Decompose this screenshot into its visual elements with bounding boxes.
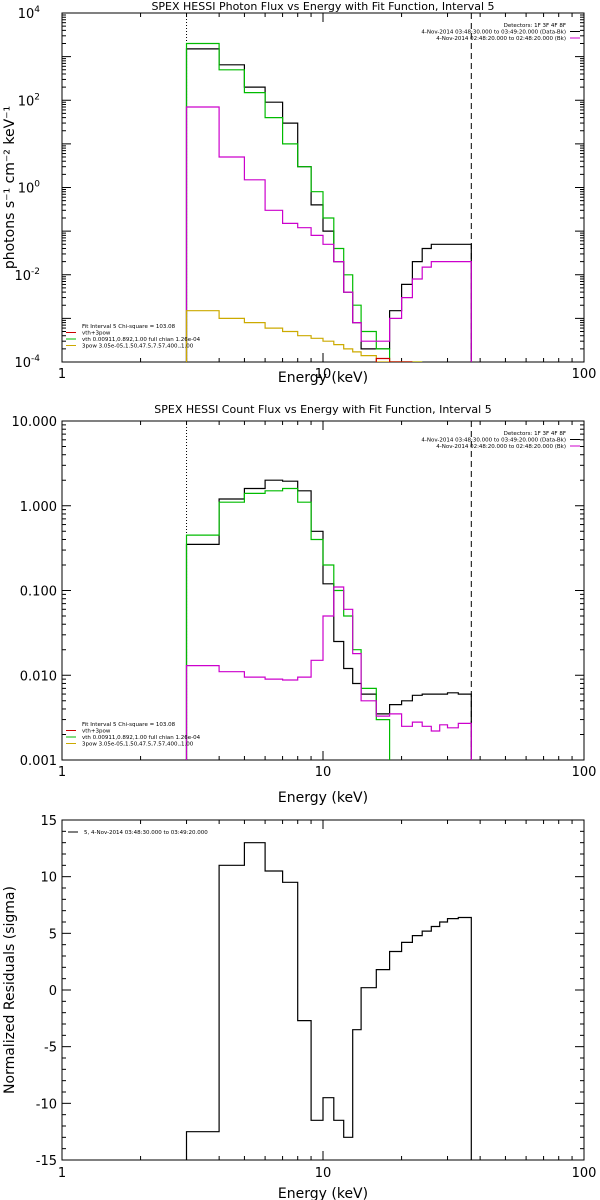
y-tick-label: 102 [18,92,40,109]
y-tick-label: -15 [36,1154,57,1169]
x-axis-label: Energy (keV) [278,1186,368,1200]
legend-entry: 3pow 3.05e-05,1.50,47.5,7.57,400.,1.00 [82,344,194,350]
legend-entry: 3pow 3.05e-05,1.50,47.5,7.57,400.,1.00 [82,742,194,748]
y-axis-label: photons s⁻¹ cm⁻² keV⁻¹ [2,106,18,269]
series-residuals-line [185,842,472,1160]
x-tick-label: 1 [58,1166,66,1181]
series-data-bk-line [185,479,472,760]
legend-entry: vth 0.00911,0.892,1.00 full chian 1.26e-… [82,735,201,741]
chart-panel-3: 1 10 100 Energy (keV) -15 -10 -5 0 5 10 15 Normaliz… [2,814,596,1200]
series-data-bk-line [185,48,472,362]
series-vth-3pow-red--line [375,357,413,362]
x-axis-label: Energy (keV) [278,790,368,806]
chart-panel-1: SPEX HESSI Photon Flux vs Energy with Fi… [2,0,596,386]
legend-entry: Detectors: 1F 3F 4F 8F [504,431,566,437]
y-axis-label: Normalized Residuals (sigma) [2,886,18,1094]
x-axis-label: Energy (keV) [278,370,368,386]
y-tick-label: -10 [36,1097,57,1112]
legend-entry: vth+3pow [82,729,111,735]
legend-entry: 4-Nov-2014 03:48:30.000 to 03:49:20.000 … [421,438,566,444]
y-tick-label: 104 [18,5,41,22]
legend-entry: Detectors: 1F 3F 4F 8F [504,23,566,29]
chart-title: SPEX HESSI Count Flux vs Energy with Fit… [154,403,491,416]
legend-entry: 4-Nov-2014 02:48:20.000 to 02:48:20.000 … [436,444,566,450]
x-tick-label: 1 [58,367,66,382]
y-tick-label: 10-4 [14,354,40,371]
legend-entry: vth 0.00911,0.892,1.00 full chian 1.26e-… [82,337,201,343]
series-vth-3pow-line [185,42,423,362]
legend-entry: 4-Nov-2014 03:48:30.000 to 03:49:20.000 … [421,30,566,36]
y-tick-label: 10-2 [14,267,40,284]
y-tick-label: 0.001 [20,754,57,769]
x-tick-label: 1 [58,765,66,780]
series-3pow-line [185,310,423,362]
x-tick-label: 100 [572,1166,597,1181]
x-tick-label: 10 [315,1166,332,1181]
legend-entry: 5, 4-Nov-2014 03:48:30.000 to 03:49:20.0… [84,830,208,836]
legend-entry: vth+3pow [82,331,111,337]
series-bk-line [185,586,472,760]
y-tick-label: 5 [49,927,57,942]
y-tick-label: 10 [40,871,57,886]
y-tick-label: -5 [44,1041,57,1056]
y-tick-label: 10.000 [12,415,58,430]
y-tick-label: 15 [40,814,57,829]
legend-entry: Fit Interval 5 Chi-square = 103.08 [82,324,176,330]
y-tick-label: 100 [18,180,41,197]
y-tick-label: 0.010 [20,669,57,684]
plot-frame [61,420,585,761]
x-tick-label: 10 [315,765,332,780]
series-vth-3pow-line [185,487,391,760]
x-tick-label: 100 [572,367,597,382]
x-tick-label: 10 [315,367,332,382]
series-bk-line [185,106,472,362]
legend-entry: 4-Nov-2014 02:48:20.000 to 02:48:20.000 … [436,36,566,42]
y-tick-label: 0.100 [20,585,57,600]
y-tick-label: 0 [49,984,57,999]
x-tick-label: 100 [572,765,597,780]
legend-entry: Fit Interval 5 Chi-square = 103.08 [82,722,176,728]
chart-title: SPEX HESSI Photon Flux vs Energy with Fi… [151,0,494,13]
plot-frame [61,12,585,363]
y-tick-label: 1.000 [20,500,57,515]
chart-panel-2: SPEX HESSI Count Flux vs Energy with Fit… [12,403,597,806]
